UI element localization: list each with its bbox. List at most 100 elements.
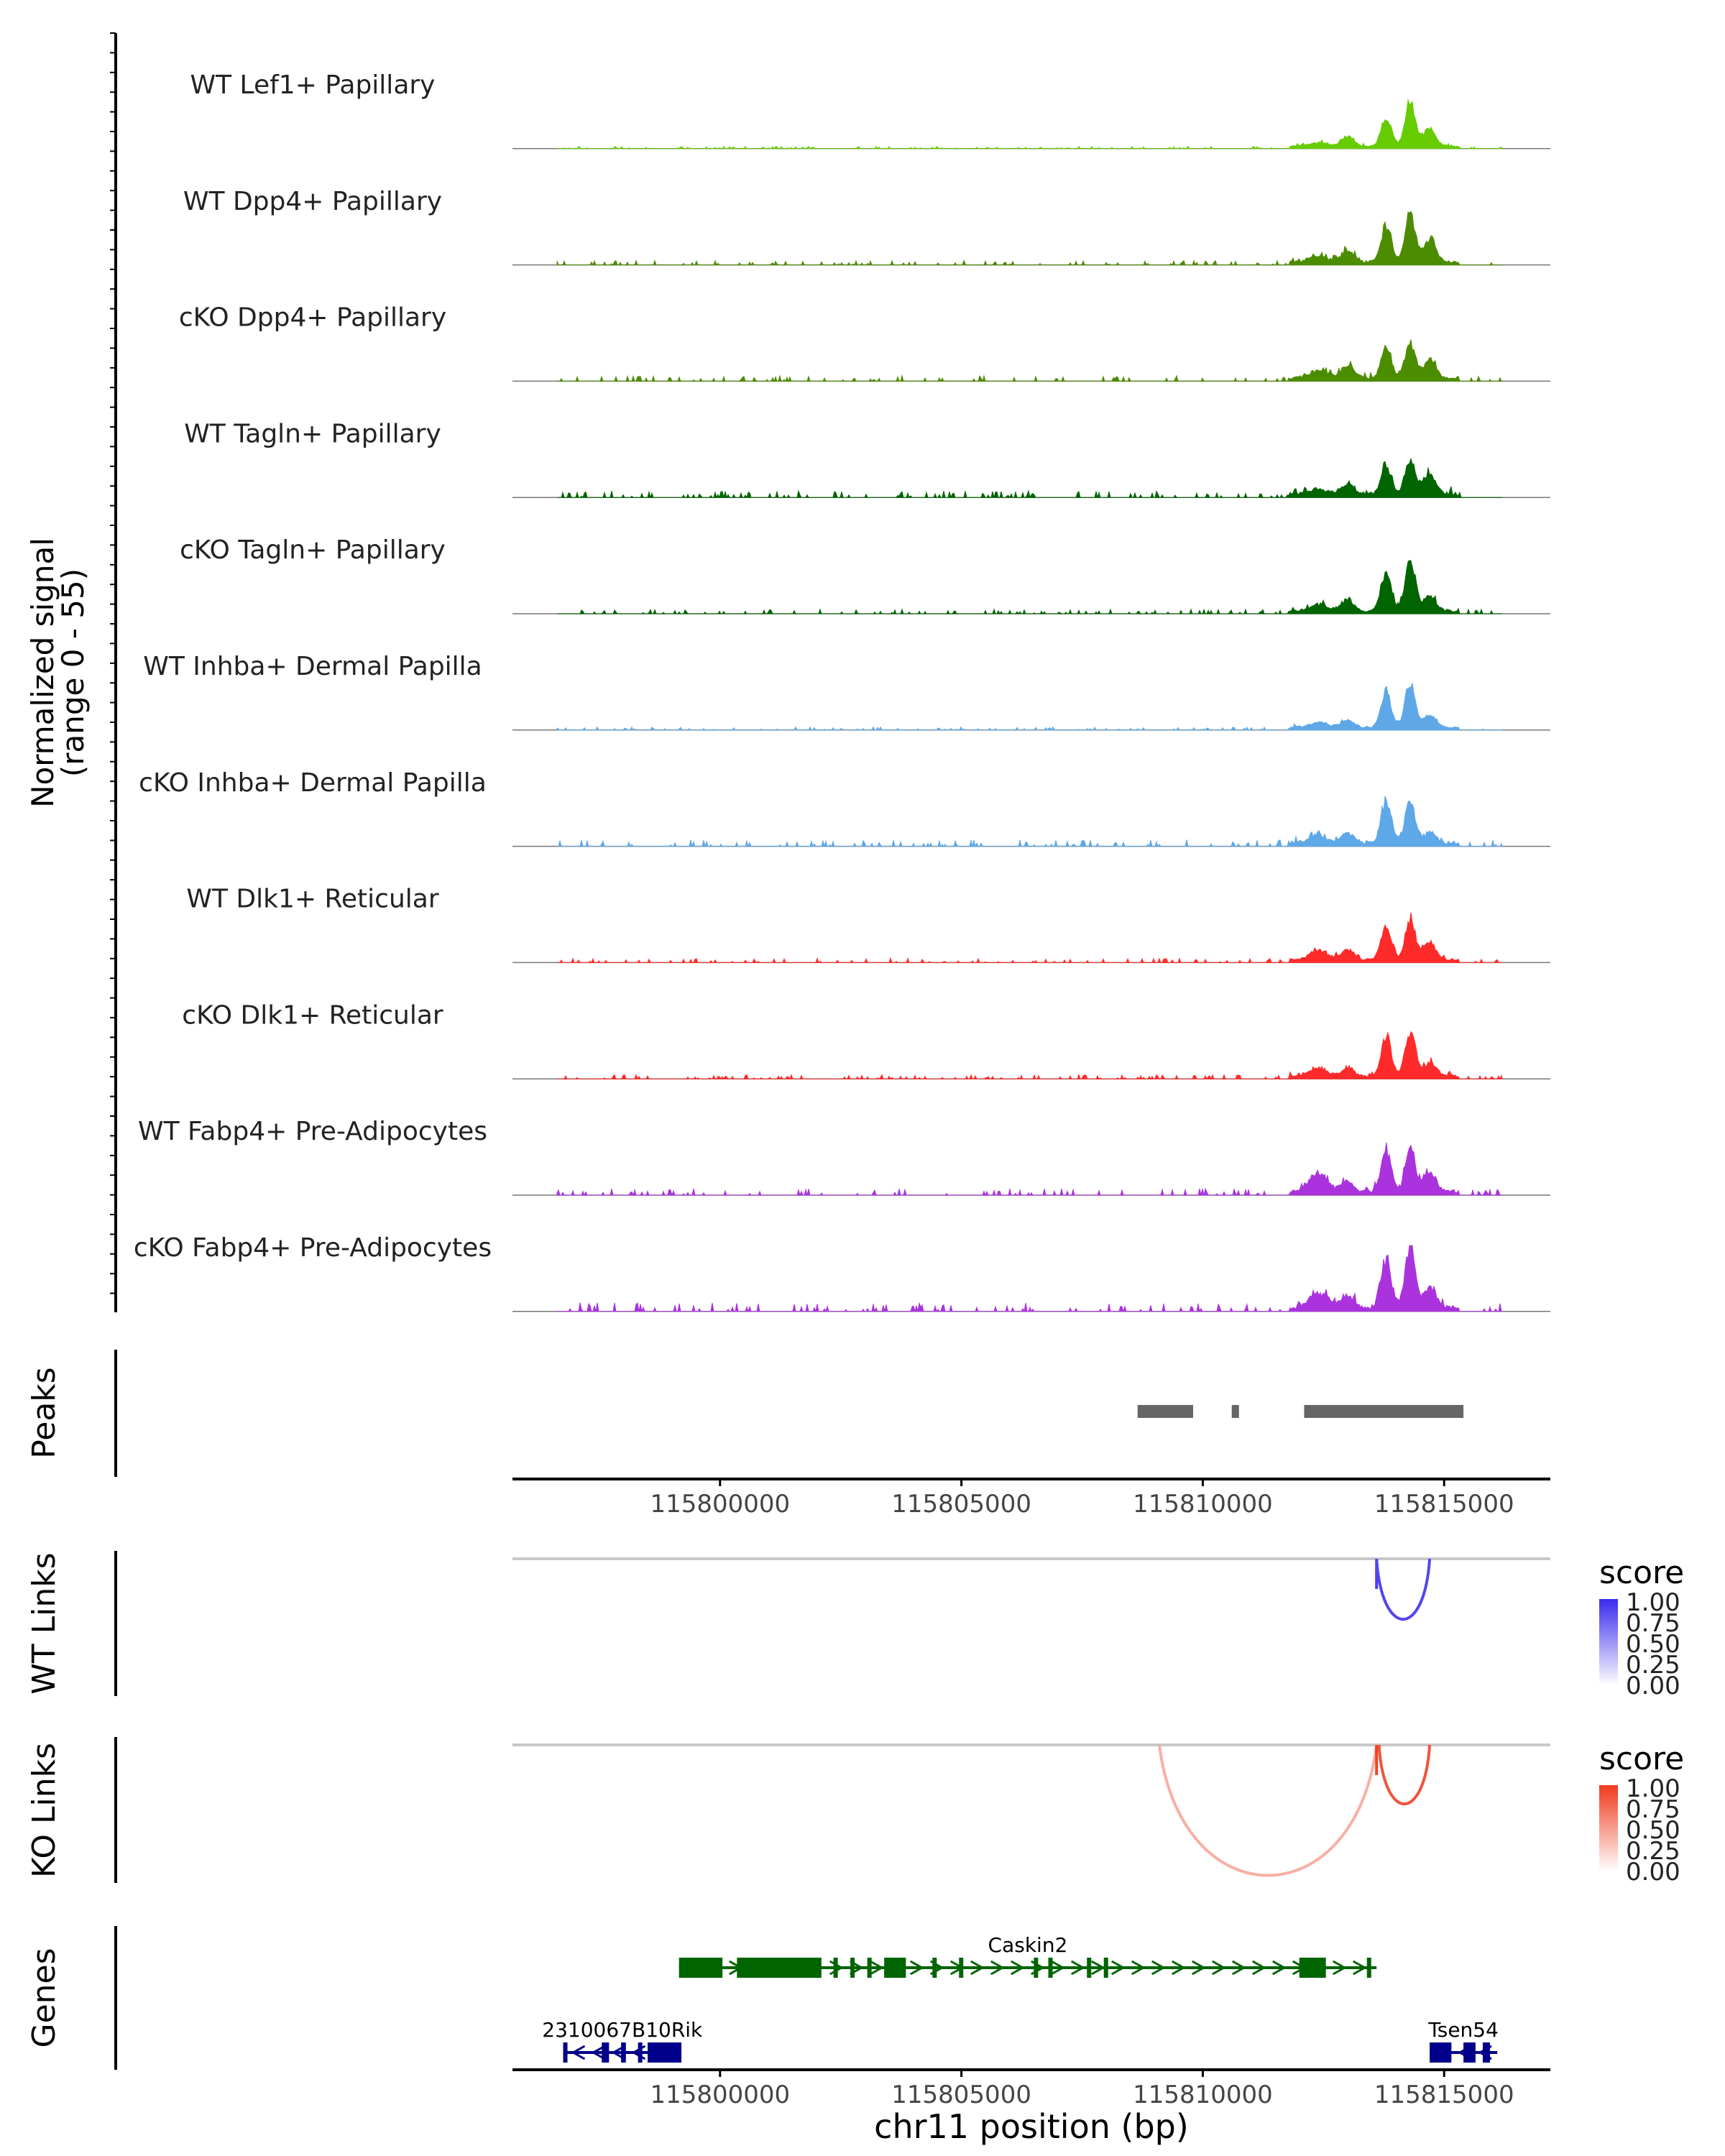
gene-exon	[1299, 1958, 1326, 1978]
link-arc	[1157, 1744, 1379, 1877]
gene-models: Caskin2 2310067B10Rik Tsen54	[542, 1933, 1499, 2063]
genes-x-tick-label: 115815000	[1374, 2081, 1514, 2109]
coverage-track-area	[556, 211, 1502, 266]
peaks-x-tick-label: 115810000	[1133, 1490, 1273, 1519]
legend-tick-label: 0.00	[1626, 1672, 1680, 1700]
wt-legend-title: score	[1599, 1554, 1684, 1591]
gene-exon	[1048, 1958, 1053, 1978]
legend-tick-label: 0.50	[1626, 1816, 1680, 1845]
gene-exon	[648, 2042, 682, 2063]
track-label: cKO Dpp4+ Papillary	[179, 303, 446, 333]
wt-links-track-label: WT Links	[26, 1552, 63, 1694]
gene-exon	[1366, 1958, 1371, 1978]
track-label: WT Inhba+ Dermal Papilla	[143, 652, 482, 681]
peaks-x-tick-label: 115805000	[891, 1490, 1031, 1519]
strand-arrow	[1090, 1960, 1105, 1976]
legend-tick-label: 0.75	[1626, 1609, 1680, 1638]
ko-links-panel: KO Links score 1.000.750.500.250.00	[26, 1737, 1684, 1886]
coverage-track-area	[557, 560, 1502, 615]
gene-name-label: Tsen54	[1427, 2018, 1499, 2042]
gene-exon	[1034, 1958, 1039, 1978]
peaks-panel: Peaks 115800000 115805000 115810000 1158150…	[26, 1350, 1550, 1519]
gene-exon	[833, 1958, 838, 1978]
coverage-track-area	[557, 99, 1503, 149]
genes-x-tick-label: 115805000	[891, 2081, 1031, 2109]
track-label: cKO Fabp4+ Pre-Adipocytes	[134, 1233, 492, 1263]
genes-x-tick-label: 115810000	[1133, 2081, 1273, 2109]
gene-exon	[850, 1958, 855, 1978]
gene-name-label: 2310067B10Rik	[542, 2018, 703, 2042]
coverage-y-axis-range: (range 0 - 55)	[55, 568, 91, 777]
track-label: cKO Tagln+ Papillary	[180, 535, 446, 565]
peak-region	[1231, 1405, 1239, 1418]
coverage-track-area	[557, 457, 1502, 499]
ko-links	[1157, 1744, 1432, 1877]
gene-exon	[638, 2042, 643, 2063]
strand-arrow	[1251, 1960, 1266, 1976]
wt-links	[1375, 1558, 1432, 1621]
coverage-tracks: WT Lef1+ Papillary WT Dpp4+ Papillary cKO …	[134, 70, 1550, 1313]
wt-score-legend: score 1.000.750.500.250.00	[1599, 1554, 1684, 1700]
gene-exon	[1463, 2042, 1476, 2063]
strand-arrow	[571, 2045, 586, 2060]
track-label: WT Fabp4+ Pre-Adipocytes	[138, 1117, 487, 1146]
coverage-track-area	[557, 796, 1503, 848]
x-axis-title: chr11 position (bp)	[874, 2107, 1189, 2146]
legend-tick-label: 0.25	[1626, 1837, 1680, 1866]
gene-exon	[1087, 1958, 1092, 1978]
legend-tick-label: 0.00	[1626, 1858, 1680, 1886]
gene-exon	[563, 2042, 568, 2063]
coverage-track-area	[557, 1245, 1502, 1313]
track-label: WT Dpp4+ Papillary	[183, 187, 442, 216]
coverage-y-axis-label: Normalized signal	[25, 538, 60, 808]
strand-arrow	[1271, 1960, 1287, 1976]
strand-arrow	[1332, 1960, 1347, 1976]
ko-score-legend: score 1.000.750.500.250.00	[1599, 1741, 1684, 1886]
coverage-panel: Normalized signal (range 0 - 55) WT Lef1…	[25, 32, 1550, 1313]
peak-region	[1137, 1405, 1193, 1418]
strand-arrow	[1070, 1960, 1085, 1976]
strand-arrow	[1110, 1960, 1126, 1976]
strand-arrow	[1131, 1960, 1146, 1976]
track-label: WT Dlk1+ Reticular	[186, 885, 438, 914]
coverage-track-area	[557, 1031, 1503, 1080]
strand-arrow	[1191, 1960, 1206, 1976]
track-label: cKO Inhba+ Dermal Papilla	[139, 768, 487, 798]
strand-arrow	[1352, 1960, 1367, 1976]
gene-exon	[959, 1958, 964, 1978]
genes-track-label: Genes	[26, 1948, 63, 2047]
gene-exon	[621, 2042, 626, 2063]
ko-legend-title: score	[1599, 1741, 1684, 1777]
coverage-track-area	[556, 1142, 1502, 1197]
coverage-track-area	[557, 912, 1502, 964]
gene-exon	[1482, 2042, 1491, 2063]
gene-exon	[867, 1958, 872, 1978]
gene-exon	[884, 1958, 906, 1978]
peak-region	[1304, 1405, 1464, 1418]
track-label: WT Tagln+ Papillary	[184, 419, 441, 448]
coverage-track-area	[556, 681, 1502, 731]
legend-colorbar	[1599, 1599, 1618, 1685]
genes-panel: Genes Caskin2 2310067B10Rik Tsen54 1158000…	[26, 1926, 1550, 2146]
strand-arrow	[1211, 1960, 1226, 1976]
genes-x-ticks: 115800000 115805000 115810000 115815000	[650, 2070, 1514, 2109]
link-arc	[1375, 1558, 1432, 1621]
gene-exon	[602, 2042, 610, 2063]
strand-arrow	[909, 1960, 924, 1976]
strand-arrow	[1171, 1960, 1186, 1976]
legend-tick-label: 0.25	[1626, 1651, 1680, 1680]
track-label: WT Lef1+ Papillary	[190, 70, 436, 100]
genes-x-tick-label: 115800000	[650, 2081, 790, 2109]
legend-tick-label: 1.00	[1626, 1588, 1680, 1617]
strand-arrow	[970, 1960, 985, 1976]
peak-regions	[1137, 1405, 1464, 1418]
legend-tick-label: 0.75	[1626, 1795, 1680, 1824]
gene-exon	[678, 1958, 723, 1978]
peaks-x-ticks: 115800000 115805000 115810000 115815000	[650, 1479, 1514, 1519]
coverage-track-area	[557, 339, 1502, 382]
link-arc	[1377, 1744, 1432, 1805]
peaks-x-tick-label: 115815000	[1374, 1490, 1514, 1519]
peaks-x-tick-label: 115800000	[650, 1490, 790, 1519]
gene-exon	[1103, 1958, 1108, 1978]
